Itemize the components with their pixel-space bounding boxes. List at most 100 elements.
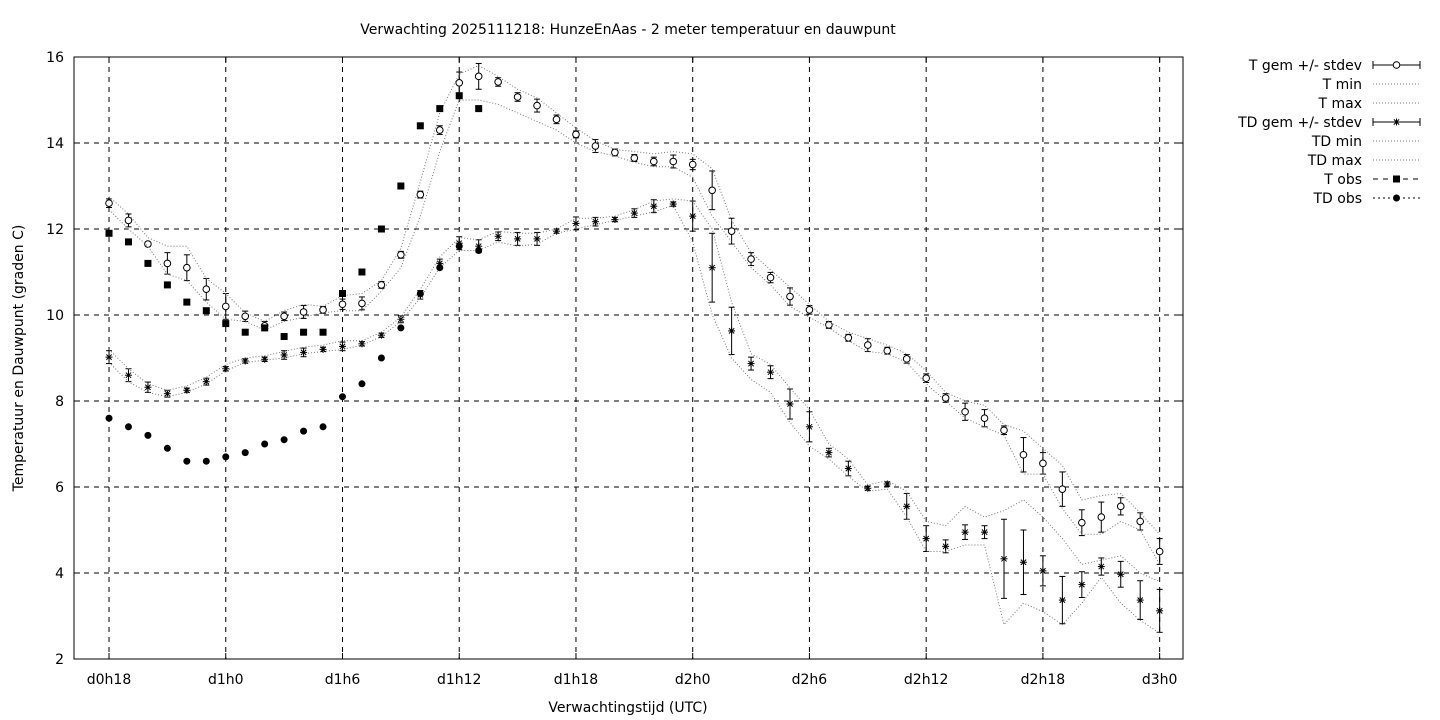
star-stroke xyxy=(1020,559,1027,566)
data-point xyxy=(280,436,288,444)
data-point xyxy=(669,157,678,166)
legend-label: T min xyxy=(1322,77,1362,93)
data-point xyxy=(455,79,464,87)
data-point xyxy=(941,394,950,402)
star-stroke xyxy=(689,213,696,220)
data-point xyxy=(1156,607,1164,615)
data-point xyxy=(202,378,210,386)
star-stroke xyxy=(728,327,735,334)
series-line xyxy=(108,198,1160,583)
data-point xyxy=(766,273,775,282)
data-point xyxy=(591,142,600,150)
data-point xyxy=(1000,426,1008,435)
series-t-max xyxy=(108,65,1161,535)
data-point xyxy=(163,390,171,398)
data-point xyxy=(727,227,736,235)
data-point xyxy=(572,219,580,227)
data-point xyxy=(436,264,444,272)
data-point xyxy=(455,92,463,100)
data-point xyxy=(280,333,288,340)
series-line xyxy=(108,99,1161,565)
series-td-max xyxy=(108,198,1160,583)
data-point xyxy=(377,225,385,233)
star-stroke xyxy=(884,481,891,487)
star-stroke xyxy=(670,201,677,208)
star-stroke xyxy=(709,264,716,271)
data-point xyxy=(183,386,191,394)
data-point xyxy=(1136,596,1144,604)
star-stroke xyxy=(923,535,930,542)
data-point xyxy=(1117,570,1125,578)
y-tick-label: 4 xyxy=(55,566,64,582)
data-point xyxy=(844,333,853,342)
x-tick-label: d0h18 xyxy=(87,672,131,688)
data-point xyxy=(533,101,541,110)
y-tick-label: 8 xyxy=(55,394,64,410)
star-stroke xyxy=(261,356,268,363)
data-point xyxy=(1000,555,1008,563)
data-point xyxy=(202,457,210,465)
series-td-obs xyxy=(105,242,483,465)
data-point xyxy=(124,371,132,379)
star-stroke xyxy=(553,228,560,235)
data-point xyxy=(533,235,541,243)
data-point xyxy=(144,259,152,267)
star-stroke xyxy=(106,354,112,361)
data-point xyxy=(1136,517,1144,526)
star-stroke xyxy=(1393,119,1400,125)
data-point xyxy=(261,355,269,363)
legend-marker xyxy=(1393,175,1400,183)
data-point xyxy=(630,209,638,217)
legend-label: TD max xyxy=(1307,153,1362,169)
data-point xyxy=(903,502,911,510)
data-point xyxy=(222,320,230,328)
x-tick-label: d2h18 xyxy=(1021,672,1065,688)
star-stroke xyxy=(845,465,852,472)
x-tick-label: d2h6 xyxy=(792,672,828,688)
star-stroke xyxy=(300,349,307,356)
data-point xyxy=(474,72,483,81)
star-stroke xyxy=(1059,597,1066,604)
star-stroke xyxy=(650,203,657,210)
star-stroke xyxy=(1078,581,1085,588)
star-stroke xyxy=(397,316,404,323)
x-tick-label: d1h6 xyxy=(325,672,361,688)
data-point xyxy=(1097,563,1105,571)
data-point xyxy=(864,484,872,492)
axis-ticks: d0h18 d1h0 d1h6 d1h12 d1h18 d2h0 d2h6 d2h12 d2h1… xyxy=(46,50,1183,688)
data-point xyxy=(435,126,444,134)
star-stroke xyxy=(631,210,638,217)
star-stroke xyxy=(1039,567,1046,574)
data-point xyxy=(338,393,346,401)
data-point xyxy=(650,202,658,210)
data-point xyxy=(1078,581,1086,589)
data-point xyxy=(338,342,346,350)
data-point xyxy=(416,290,424,297)
series-t-gem-stdev xyxy=(105,62,1164,565)
data-point xyxy=(747,360,755,368)
legend-label: T gem +/- stdev xyxy=(1248,58,1362,74)
data-point xyxy=(1078,518,1086,527)
data-point xyxy=(1116,502,1125,511)
data-point xyxy=(397,324,405,332)
star-stroke xyxy=(125,372,132,379)
data-point xyxy=(786,292,794,301)
star-stroke xyxy=(495,233,502,240)
data-point xyxy=(183,263,191,272)
data-point xyxy=(1039,459,1047,468)
data-point xyxy=(319,423,327,431)
data-point xyxy=(1097,513,1106,521)
series-line xyxy=(108,204,1160,634)
data-point xyxy=(649,157,658,166)
legend-marker xyxy=(1393,118,1400,126)
star-stroke xyxy=(358,340,365,347)
star-stroke xyxy=(1098,563,1105,570)
chart-title: Verwachting 2025111218: HunzeEnAas - 2 m… xyxy=(360,22,896,38)
data-point xyxy=(981,528,989,536)
data-point xyxy=(436,105,444,113)
star-stroke xyxy=(320,346,327,353)
star-stroke xyxy=(203,378,210,385)
data-point xyxy=(494,232,502,240)
data-point xyxy=(708,186,716,195)
data-point xyxy=(280,312,288,321)
